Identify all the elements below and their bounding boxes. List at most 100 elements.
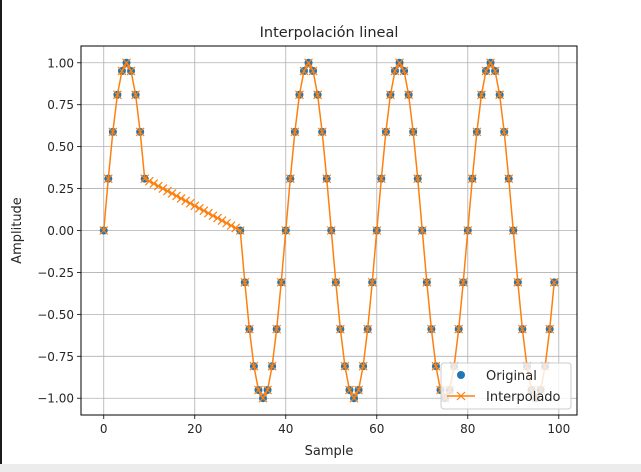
legend-swatch-interpolado [447,391,475,401]
interpolado-point [495,90,505,100]
interpolado-point [263,385,272,395]
y-tick-label: 0.50 [47,140,74,154]
interpolado-point [158,184,168,193]
interpolado-point [376,174,386,184]
interpolado-point [217,216,227,226]
interpolado-point [545,324,555,334]
window-edge-bottom [0,464,641,472]
interpolado-point [276,277,286,287]
interpolado-point [172,191,181,201]
interpolado-point [386,90,395,100]
interpolado-point [213,213,222,223]
interpolado-point [508,226,518,235]
y-tick-label: 0.00 [47,224,74,238]
ticks: 0 20 40 60 80 100 −1.00 −0.75 −0.50 −0.25 0.00 0.25… [37,56,570,436]
interpolado-point [367,277,377,287]
interpolado-point [413,174,423,184]
interpolado-point [326,226,336,235]
y-axis-label: Amplitude [10,197,25,264]
interpolado-point [153,181,163,191]
y-tick-label: −0.75 [37,350,74,364]
interpolado-point [122,58,131,68]
interpolado-line [103,61,555,400]
interpolado-point [222,218,232,228]
interpolado-point [249,361,259,371]
interpolado-point [190,201,200,211]
interpolado-point [399,66,409,76]
interpolado-point [422,277,432,287]
interpolado-point [258,393,268,403]
window-edge-left [0,0,2,472]
interpolado-point [103,174,113,184]
interpolado-point [431,361,441,371]
interpolado-point [117,66,127,76]
interpolado-point [363,324,373,334]
interpolado-point [294,90,304,100]
x-tick-label: 20 [187,422,202,436]
interpolado-point [467,174,477,184]
interpolado-point [381,127,391,137]
interpolado-point [144,176,154,186]
interpolado-point [349,393,359,403]
y-tick-label: 0.75 [47,98,74,112]
interpolado-point [308,66,318,76]
chart-title: Interpolación lineal [260,25,399,41]
interpolado-point [304,58,313,68]
interpolado-point [135,127,145,137]
y-tick-label: 1.00 [47,56,74,70]
interpolado-point [481,66,491,76]
interpolado-point [331,277,341,287]
interpolado-point [549,277,559,287]
interpolado-point [112,90,122,100]
interpolado-point [194,203,204,213]
interpolado-point [281,226,291,235]
interpolado-point [272,324,282,334]
x-tick-label: 0 [100,422,108,436]
legend-box [440,362,572,410]
interpolado-point [517,324,527,334]
interpolado-point [131,90,141,100]
x-tick-label: 40 [278,422,293,436]
interpolado-point [504,174,514,184]
legend: Original Interpolado [440,362,572,410]
interpolado-point [167,189,177,198]
interpolado-point [486,58,495,68]
interpolado-point [426,324,436,334]
legend-label-interpolado: Interpolado [486,390,561,405]
y-tick-label: −0.25 [37,266,74,280]
interpolado-point [490,66,500,76]
interpolado-point [185,198,195,208]
interpolado-point [404,90,414,100]
interpolado-point [208,211,218,221]
interpolado-point [231,223,241,233]
interpolado-point [408,127,418,137]
interpolado-point [472,127,482,137]
interpolado-point [181,196,191,206]
interpolado-point [454,324,464,334]
interpolado-point [235,226,245,235]
interpolado-point [99,226,109,235]
interpolado-point [477,90,486,100]
interpolado-point [463,226,473,235]
interpolado-point [345,385,354,395]
interpolado-point [340,361,350,371]
interpolado-point [126,66,136,76]
interpolado-point [199,206,209,216]
interpolado-point [140,174,150,184]
y-tick-label: −0.50 [37,308,74,322]
x-tick-label: 100 [547,422,570,436]
interpolado-point [395,58,404,68]
interpolado-point [372,226,382,235]
interpolado-point [322,174,332,184]
interpolado-point [390,66,400,76]
x-tick-label: 80 [460,422,475,436]
interpolado-point [299,66,309,76]
interpolado-point [354,385,364,395]
interpolado-point [203,208,213,218]
legend-x-marker [456,391,466,401]
interpolado-point [313,90,323,100]
interpolado-point [108,127,118,137]
interpolado-point [285,174,295,184]
interpolado-point [244,324,254,334]
interpolado-point [513,277,523,287]
